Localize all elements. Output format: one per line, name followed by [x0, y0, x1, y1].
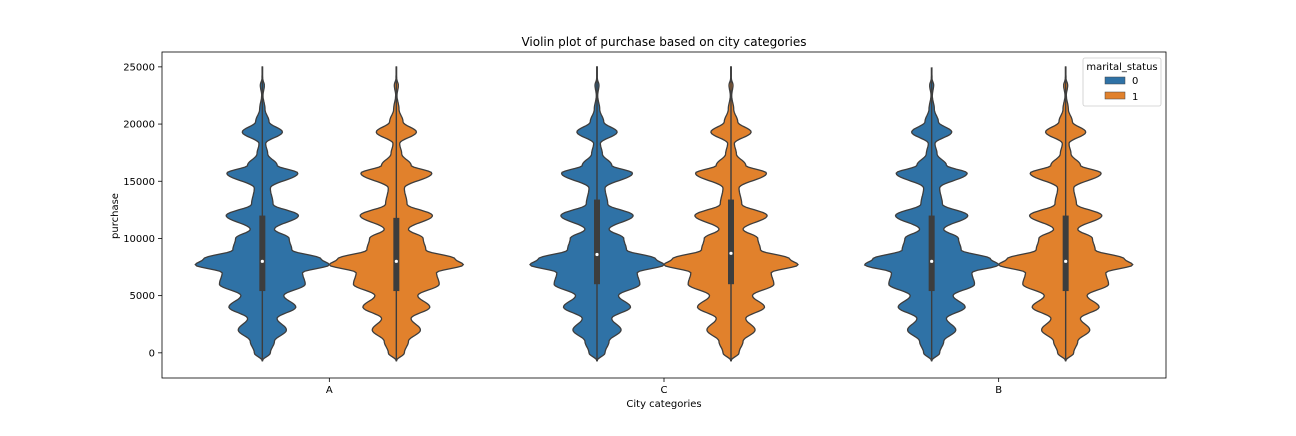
violin-median-point [595, 252, 599, 257]
violin-iqr-box [928, 215, 935, 292]
y-tick-label: 10000 [123, 234, 155, 245]
violin-iqr-box [594, 199, 600, 285]
y-tick-label: 20000 [123, 120, 155, 131]
boxes-layer [259, 66, 1069, 361]
chart-title: Violin plot of purchase based on city ca… [521, 35, 806, 49]
y-axis-label: purchase [110, 193, 121, 239]
y-axis: 0 5000 10000 15000 20000 25000 [123, 62, 162, 359]
legend-swatch-1 [1104, 91, 1126, 100]
legend-title: marital_status [1086, 62, 1157, 73]
violin-median-point [260, 259, 264, 263]
violin-median-point [394, 259, 398, 263]
legend-label-0: 0 [1132, 76, 1138, 87]
violin-median-point [930, 259, 934, 263]
y-tick-label: 15000 [123, 177, 155, 188]
plot-frame [161, 51, 1167, 379]
legend: marital_status 0 1 [1082, 57, 1162, 107]
y-tick-label: 25000 [123, 62, 155, 73]
violin-iqr-box [1062, 215, 1069, 292]
x-tick-label: B [995, 385, 1002, 396]
violin-iqr-box [259, 215, 266, 292]
y-tick-label: 5000 [130, 291, 155, 302]
legend-swatch-0 [1104, 76, 1126, 85]
violin-iqr-box [393, 217, 400, 292]
legend-label-1: 1 [1132, 92, 1138, 103]
y-tick-label: 0 [149, 348, 155, 359]
violin-iqr-box [728, 199, 734, 285]
x-axis-label: City categories [626, 399, 701, 410]
x-tick-label: A [326, 385, 333, 396]
x-tick-label: C [661, 385, 668, 396]
violins-layer [194, 66, 1134, 362]
violin-median-point [1064, 259, 1068, 263]
violin-median-point [729, 251, 733, 255]
